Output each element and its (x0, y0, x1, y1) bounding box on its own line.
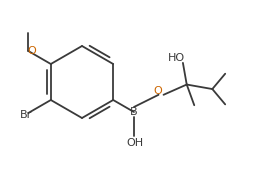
Text: B: B (130, 107, 138, 117)
Text: HO: HO (168, 53, 185, 63)
Text: OH: OH (126, 138, 144, 148)
Text: Br: Br (20, 110, 32, 120)
Text: O: O (27, 46, 36, 56)
Text: O: O (153, 86, 162, 96)
